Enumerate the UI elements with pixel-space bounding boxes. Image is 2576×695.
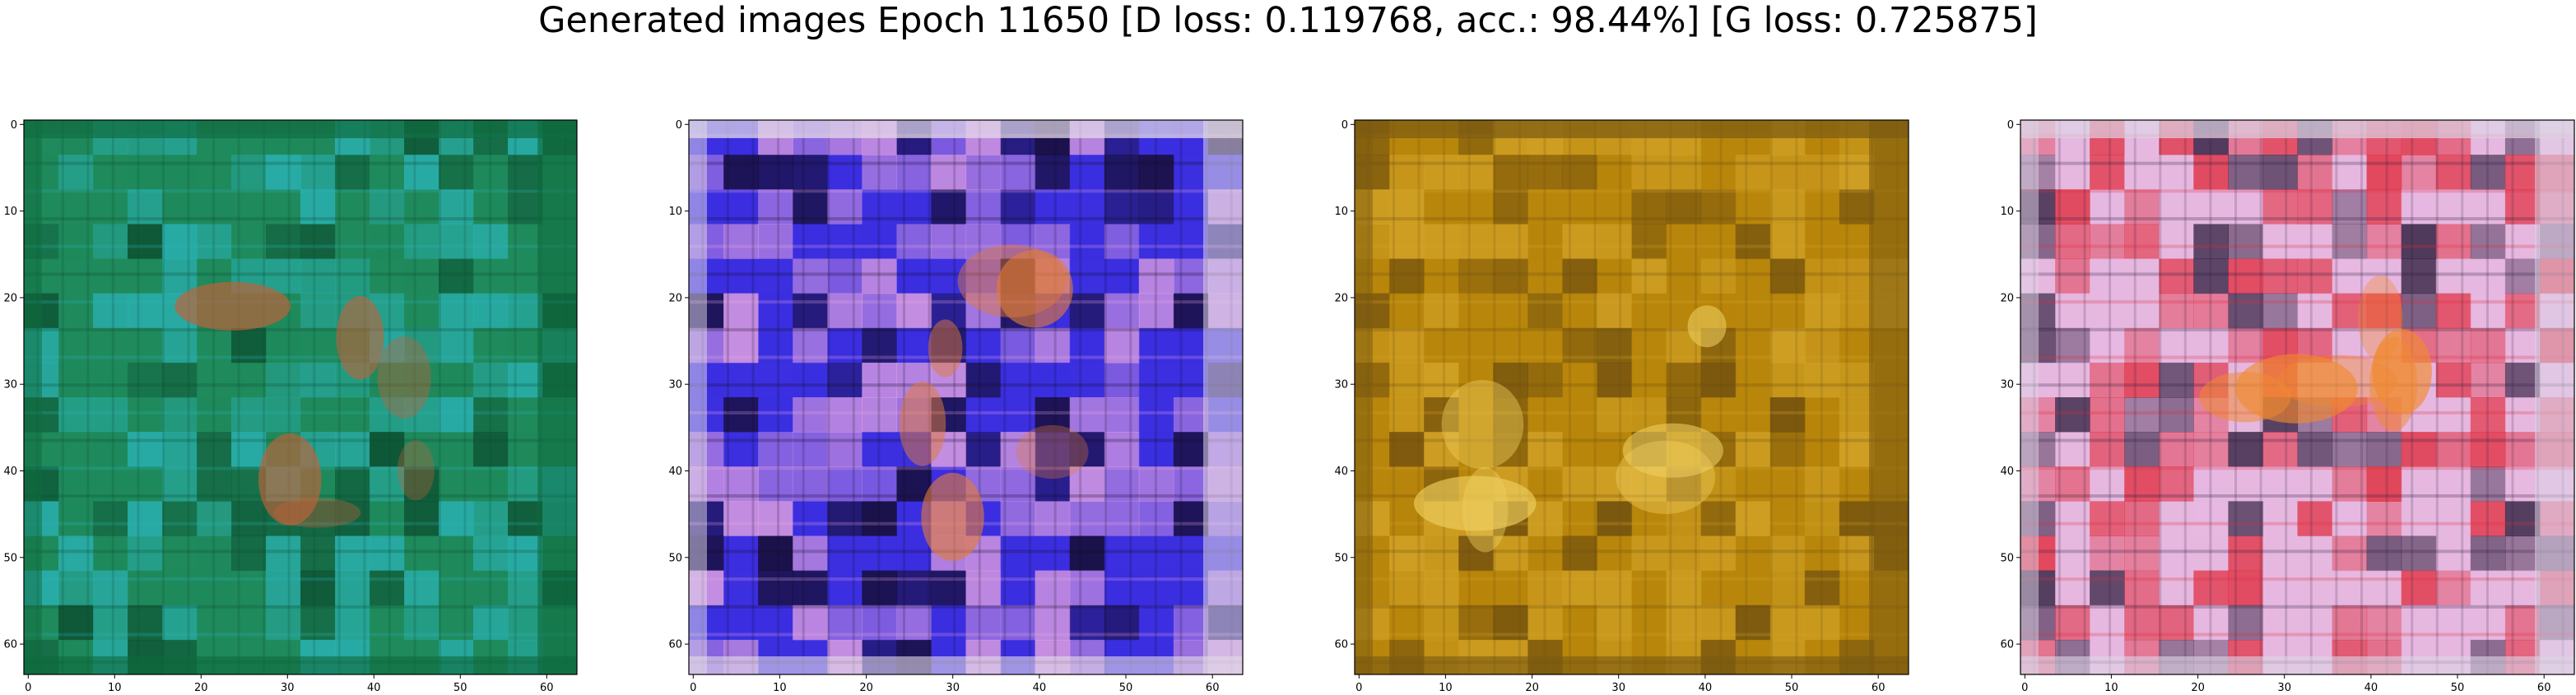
y-tick-label: 0	[2007, 119, 2014, 132]
generated-image	[689, 120, 1243, 674]
x-tick-label: 10	[108, 682, 122, 694]
axes-frame	[23, 119, 578, 675]
y-tick-label: 40	[2000, 466, 2014, 478]
y-tick-label: 20	[2000, 292, 2014, 304]
y-tick-label: 20	[668, 292, 682, 304]
y-tick-label: 50	[668, 552, 682, 564]
y-tick-label: 0	[676, 119, 682, 132]
y-tick-label: 10	[3, 206, 17, 218]
x-tick-label: 10	[773, 682, 787, 694]
x-tick-label: 20	[2191, 682, 2205, 694]
y-tick-label: 30	[1334, 379, 1348, 392]
image-panel-1: 0 10 20 30 40 50 60 0 10 20 30 40 50 60	[3, 119, 578, 694]
x-tick-label: 20	[194, 682, 208, 694]
x-tick-label: 50	[2451, 682, 2465, 694]
axes-frame	[2020, 119, 2575, 675]
y-tick-label: 40	[1334, 466, 1348, 478]
y-tick-label: 50	[2000, 552, 2014, 564]
y-tick-label: 40	[3, 466, 17, 478]
y-tick-label: 60	[3, 639, 17, 651]
y-tick-label: 0	[11, 119, 17, 132]
image-panel-3: 0 10 20 30 40 50 60 0 10 20 30 40 50 60	[1334, 119, 1909, 694]
generated-image	[24, 120, 577, 674]
x-tick-label: 30	[281, 682, 295, 694]
x-tick-label: 50	[453, 682, 467, 694]
y-tick-label: 60	[668, 639, 682, 651]
x-tick-label: 0	[2021, 682, 2028, 694]
x-tick-label: 40	[367, 682, 381, 694]
x-tick-label: 40	[1033, 682, 1047, 694]
x-tick-label: 20	[859, 682, 873, 694]
x-tick-label: 30	[946, 682, 960, 694]
y-tick-label: 30	[2000, 379, 2014, 392]
x-tick-label: 30	[2277, 682, 2291, 694]
x-tick-label: 0	[1355, 682, 1362, 694]
x-tick-label: 30	[1611, 682, 1625, 694]
x-tick-label: 40	[1699, 682, 1713, 694]
x-tick-label: 50	[1119, 682, 1133, 694]
y-tick-label: 50	[3, 552, 17, 564]
x-tick-label: 60	[1872, 682, 1886, 694]
y-tick-label: 60	[1334, 639, 1348, 651]
x-tick-label: 20	[1525, 682, 1539, 694]
x-tick-label: 60	[540, 682, 554, 694]
x-tick-label: 50	[1785, 682, 1799, 694]
x-tick-label: 40	[2364, 682, 2378, 694]
axes-frame	[1354, 119, 1909, 675]
y-tick-label: 20	[1334, 292, 1348, 304]
x-tick-label: 60	[2537, 682, 2551, 694]
y-tick-label: 0	[1341, 119, 1348, 132]
y-tick-label: 50	[1334, 552, 1348, 564]
y-tick-label: 30	[3, 379, 17, 392]
y-tick-label: 10	[1334, 206, 1348, 218]
image-panel-2: 0 10 20 30 40 50 60 0 10 20 30 40 50 60	[668, 119, 1244, 694]
image-panel-4: 0 10 20 30 40 50 60 0 10 20 30 40 50 60	[2000, 119, 2575, 694]
y-tick-label: 10	[668, 206, 682, 218]
y-tick-label: 30	[668, 379, 682, 392]
x-tick-label: 10	[2104, 682, 2118, 694]
y-tick-label: 60	[2000, 639, 2014, 651]
y-tick-label: 10	[2000, 206, 2014, 218]
generated-image	[2020, 120, 2574, 674]
y-tick-label: 40	[668, 466, 682, 478]
y-tick-label: 20	[3, 292, 17, 304]
x-tick-label: 10	[1439, 682, 1453, 694]
x-tick-label: 0	[690, 682, 696, 694]
axes-frame	[688, 119, 1244, 675]
generated-image	[1355, 120, 1909, 674]
figure-suptitle: Generated images Epoch 11650 [D loss: 0.…	[538, 0, 2038, 41]
x-tick-label: 60	[1206, 682, 1220, 694]
x-tick-label: 0	[25, 682, 31, 694]
